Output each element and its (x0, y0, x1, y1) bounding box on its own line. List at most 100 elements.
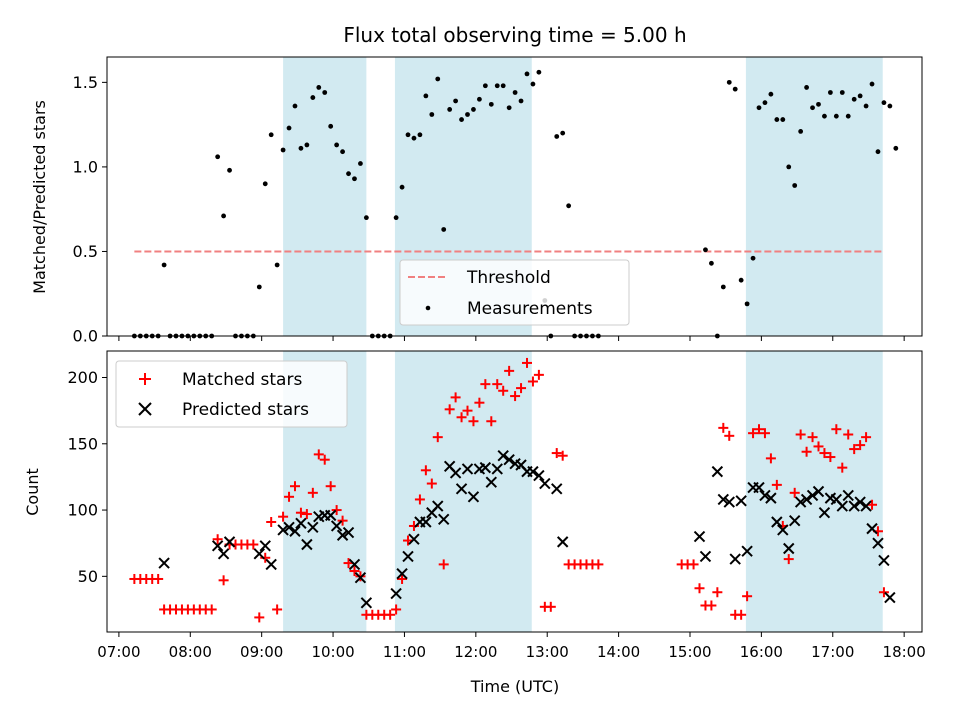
matched-star-point (248, 539, 259, 550)
measurement-point (816, 101, 821, 107)
measurement-point (363, 215, 369, 221)
matched-star-point (771, 479, 782, 490)
y-tick-label: 150 (67, 434, 98, 453)
predicted-star-point (765, 492, 777, 504)
x-axis-label: Time (UTC) (470, 677, 559, 696)
predicted-star-point (711, 465, 724, 478)
predicted-star-point (295, 517, 307, 530)
matched-star-point (438, 559, 449, 570)
measurement-point (482, 83, 488, 89)
predicted-star-point (783, 542, 795, 555)
x-tick-label: 11:00 (383, 643, 426, 661)
matched-legend-label: Matched stars (182, 370, 302, 390)
matched-star-point (706, 600, 717, 611)
measurement-point (447, 107, 453, 112)
matched-star-point (218, 575, 229, 586)
predicted-star-point (753, 481, 765, 494)
matched-star-point (557, 450, 568, 461)
measurement-point (738, 277, 744, 283)
predicted-star-point (455, 483, 468, 495)
matched-star-point (789, 487, 800, 498)
measurement-point (827, 90, 833, 95)
measurement-point (227, 167, 232, 173)
measurement-point (768, 91, 774, 97)
measurement-point (310, 95, 316, 100)
predicted-star-point (253, 548, 265, 560)
matched-star-point (212, 534, 223, 545)
predicted-star-point (259, 540, 271, 552)
x-tick-label: 13:00 (526, 643, 569, 661)
x-tick-label: 16:00 (740, 643, 783, 661)
predicted-star-point (741, 545, 753, 557)
predicted-star-point (420, 516, 432, 528)
predicted-star-point (402, 550, 414, 563)
predicted-star-point (497, 450, 509, 462)
matched-star-point (278, 511, 289, 522)
measurement-point (423, 93, 429, 99)
x-tick-label: 12:00 (454, 643, 497, 661)
y-tick-label: 0.5 (73, 242, 98, 261)
predicted-star-point (283, 521, 295, 533)
predicted-star-point (539, 477, 551, 490)
matched-star-point (254, 612, 265, 623)
y-tick-label: 200 (67, 368, 98, 387)
x-tick-label: 15:00 (668, 643, 711, 661)
predicted-star-point (884, 591, 896, 604)
measurement-point (334, 142, 340, 148)
measurement-point (268, 132, 274, 138)
matched-star-point (206, 604, 217, 615)
matched-star-point (426, 478, 437, 489)
predicted-star-point (848, 500, 860, 512)
matched-star-point (456, 412, 467, 423)
top-axes-frame (106, 56, 923, 337)
predicted-star-point (527, 465, 539, 478)
measurement-point (215, 154, 221, 160)
measurement-point (536, 69, 542, 75)
measurement-point (465, 112, 470, 117)
measurement-point (471, 107, 476, 112)
predicted-star-point (467, 491, 480, 503)
measurements-legend-swatch (425, 305, 431, 311)
matched-star-point (391, 604, 402, 615)
measurement-point (875, 149, 881, 155)
x-tick-label: 17:00 (811, 643, 854, 661)
x-tick-label: 18:00 (883, 643, 926, 661)
matched-star-point (492, 379, 503, 390)
matched-star-point (878, 587, 889, 598)
matched-star-point (712, 587, 723, 598)
matched-star-point (718, 422, 729, 433)
predicted-star-point (342, 526, 355, 539)
measurement-point (750, 255, 756, 261)
measurement-point (845, 113, 851, 119)
predicted-star-point (729, 553, 741, 565)
measurement-point (833, 113, 839, 119)
matched-star-point (694, 583, 705, 594)
measurement-point (417, 132, 423, 138)
measurement-point (554, 134, 560, 139)
matched-star-point (444, 404, 455, 415)
matched-star-point (819, 448, 830, 459)
top-x-ticks (118, 336, 905, 341)
predicted-star-point (759, 489, 771, 502)
top-legend: Threshold Measurements (399, 259, 630, 326)
bottom-axes-frame (106, 350, 923, 633)
predicted-star-point (485, 476, 498, 488)
predicted-star-point (551, 483, 563, 495)
measurement-point (358, 161, 363, 166)
predicted-star-point (479, 461, 492, 474)
predicted-star-point (800, 493, 813, 506)
top-y-axis-label: Matched/Predicted stars (30, 100, 49, 294)
predicted-star-point (842, 489, 854, 502)
matched-star-point (754, 424, 764, 435)
predicted-star-point (307, 521, 319, 533)
matched-star-point (337, 515, 348, 526)
shaded-interval (745, 57, 883, 336)
predicted-star-point (735, 495, 747, 507)
bottom-x-ticks: 07:00 08:00 09:00 10:00 11:00 12:00 13:00 14:00… (97, 632, 926, 661)
measurement-point (477, 96, 482, 102)
measurement-point (804, 85, 809, 90)
predicted-star-point (533, 469, 545, 482)
measurement-point (774, 117, 780, 122)
measurement-point (322, 90, 328, 95)
x-tick-label: 08:00 (169, 643, 212, 661)
